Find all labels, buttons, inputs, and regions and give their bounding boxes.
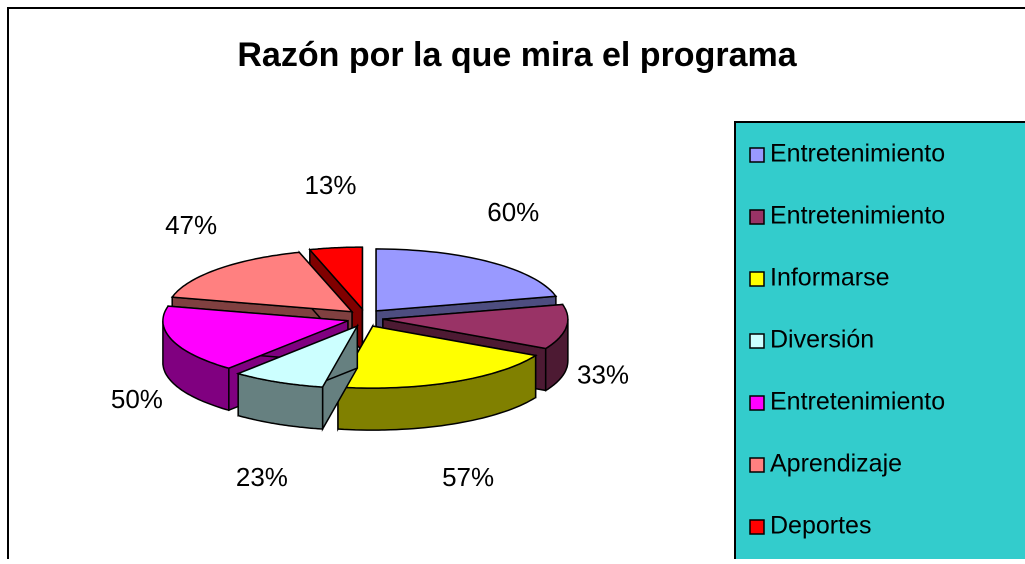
- legend-label: Informarse: [770, 264, 889, 292]
- slice: [235, 324, 360, 388]
- legend-swatch: [749, 457, 765, 473]
- legend-swatch: [749, 209, 765, 225]
- slice: [308, 246, 364, 312]
- data-label: 57%: [442, 462, 494, 492]
- data-label: 23%: [236, 462, 288, 492]
- chart-title: Razón por la que mira el programa: [237, 36, 797, 74]
- legend-swatch: [749, 333, 765, 349]
- legend-label: Entretenimiento: [770, 140, 945, 168]
- legend-swatch: [749, 271, 765, 287]
- slice: [382, 303, 569, 350]
- slice: [162, 305, 349, 369]
- data-label: 47%: [165, 210, 217, 240]
- slice: [336, 325, 538, 389]
- legend-swatch: [749, 519, 765, 535]
- slice: [170, 251, 354, 313]
- data-label: 60%: [487, 197, 539, 227]
- slice: [375, 248, 558, 312]
- data-label: 13%: [304, 170, 356, 200]
- legend-box: [734, 121, 1025, 564]
- legend-label: Deportes: [770, 512, 871, 540]
- data-label: 50%: [111, 384, 163, 414]
- legend-swatch: [749, 147, 765, 163]
- legend-label: Diversión: [770, 326, 874, 354]
- legend-label: Aprendizaje: [770, 450, 902, 478]
- legend-swatch: [749, 395, 765, 411]
- data-label: 33%: [577, 360, 629, 390]
- legend-label: Entretenimiento: [770, 388, 945, 416]
- legend-label: Entretenimiento: [770, 202, 945, 230]
